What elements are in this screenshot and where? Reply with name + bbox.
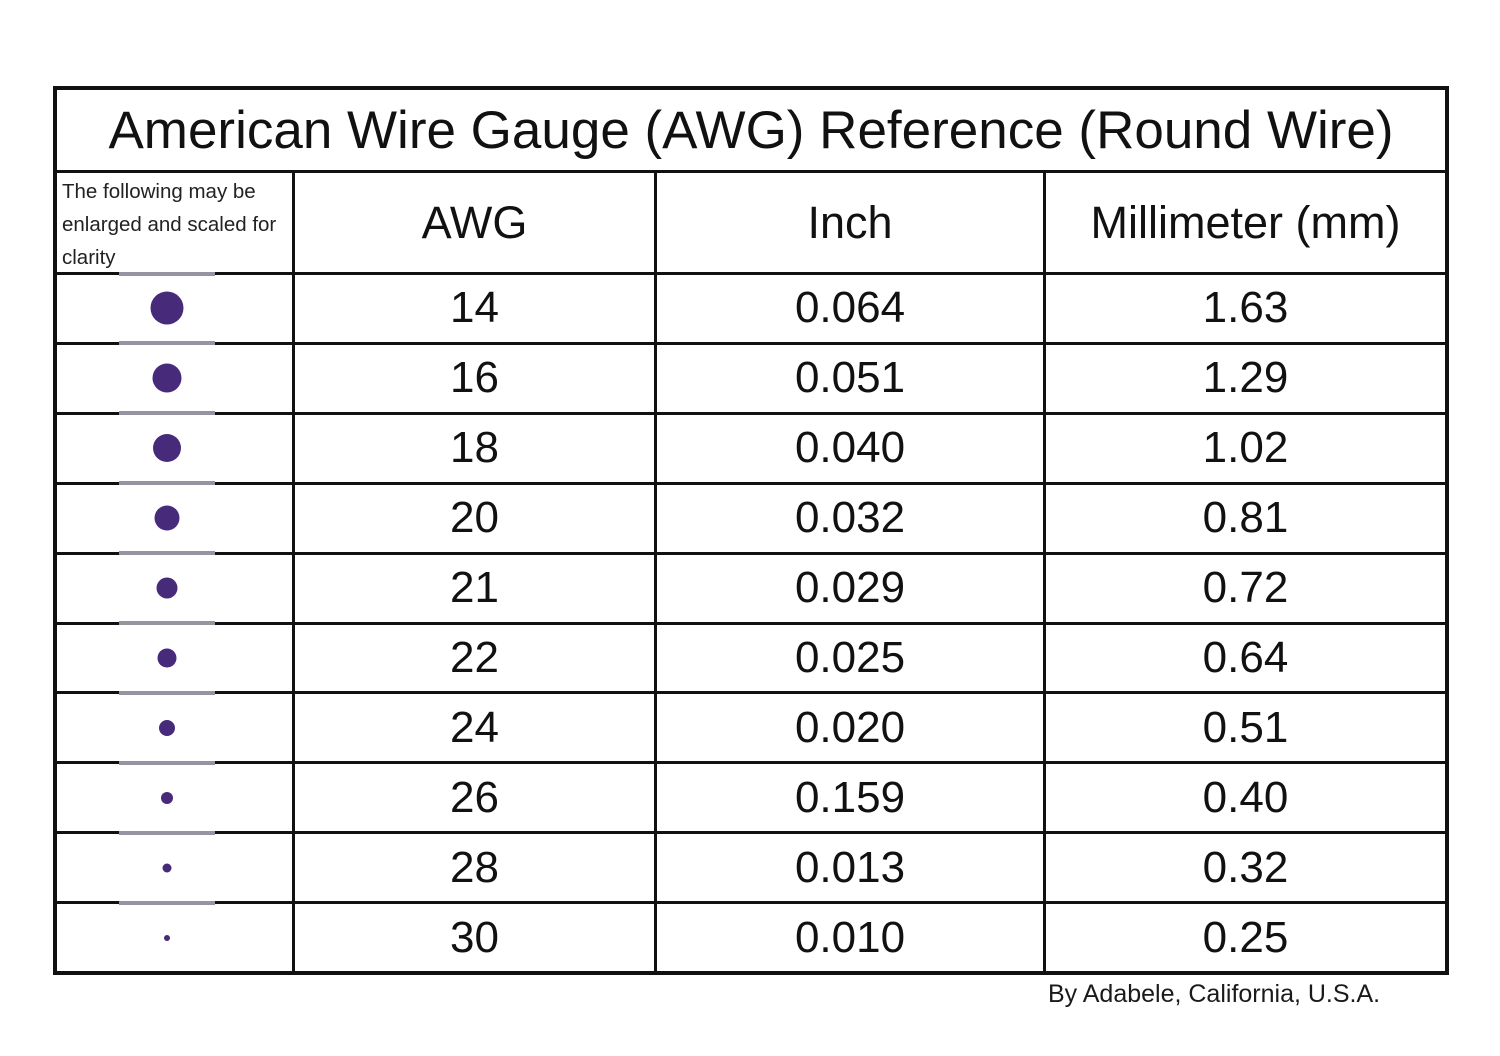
header-mm-cell: Millimeter (mm): [1046, 173, 1445, 272]
wire-dot-cell: [57, 621, 295, 692]
table-row: 22 0.025 0.64: [57, 621, 1445, 695]
inch-value-cell: 0.025: [657, 624, 1046, 692]
enlargement-note: The following may be enlarged and scaled…: [62, 180, 277, 269]
inch-value-cell: 0.013: [657, 834, 1046, 902]
wire-dot-cell: [57, 341, 295, 412]
mm-value-cell: 0.40: [1202, 772, 1289, 822]
wire-dot-cell: [57, 481, 295, 552]
gray-separator-line: [119, 900, 215, 905]
awg-value-cell: 14: [295, 275, 657, 342]
table-row: 30 0.010 0.25: [57, 900, 1445, 972]
wire-size-dot: [162, 863, 172, 873]
wire-size-dot: [154, 505, 180, 531]
wire-size-dot: [152, 363, 182, 393]
inch-value-cell: 0.029: [657, 554, 1046, 622]
mm-value-cell: 1.29: [1202, 353, 1289, 403]
column-header-awg: AWG: [421, 196, 528, 248]
header-awg-cell: AWG: [295, 173, 657, 272]
table-title-row: American Wire Gauge (AWG) Reference (Rou…: [57, 90, 1445, 173]
wire-dot-cell: [57, 690, 295, 762]
mm-value-cell: 0.32: [1202, 842, 1289, 892]
table-body: 14 0.064 1.63 16 0.051 1.29 18 0.040 1.02 20 0.032…: [57, 271, 1445, 972]
gray-separator-line: [119, 341, 215, 346]
column-header-inch: Inch: [807, 196, 893, 248]
awg-value-cell: 24: [295, 694, 657, 762]
table-row: 28 0.013 0.32: [57, 830, 1445, 905]
gray-separator-line: [119, 690, 215, 695]
inch-value-cell: 0.010: [657, 904, 1046, 972]
table-row: 14 0.064 1.63: [57, 271, 1445, 345]
header-note-cell: The following may be enlarged and scaled…: [57, 173, 295, 272]
inch-value-cell: 0.040: [657, 414, 1046, 482]
wire-dot-cell: [57, 760, 295, 832]
mm-value-cell: 1.02: [1202, 423, 1289, 473]
awg-value-cell: 18: [295, 414, 657, 482]
table-row: 24 0.020 0.51: [57, 690, 1445, 765]
mm-value-cell: 1.63: [1202, 283, 1289, 333]
table-row: 18 0.040 1.02: [57, 411, 1445, 485]
column-header-mm: Millimeter (mm): [1090, 196, 1401, 248]
table-row: 16 0.051 1.29: [57, 341, 1445, 415]
wire-dot-cell: [57, 411, 295, 482]
inch-value-cell: 0.159: [657, 764, 1046, 832]
mm-value-cell: 0.64: [1202, 632, 1289, 682]
table-row: 26 0.159 0.40: [57, 760, 1445, 835]
mm-value-cell: 0.81: [1202, 493, 1289, 543]
wire-dot-cell: [57, 900, 295, 972]
page-title: American Wire Gauge (AWG) Reference (Rou…: [108, 100, 1394, 160]
awg-reference-table: American Wire Gauge (AWG) Reference (Rou…: [53, 86, 1449, 975]
mm-value-cell: 0.25: [1202, 912, 1289, 962]
wire-dot-cell: [57, 271, 295, 342]
awg-value-cell: 16: [295, 344, 657, 412]
inch-value-cell: 0.020: [657, 694, 1046, 762]
gray-separator-line: [119, 621, 215, 626]
wire-size-dot: [164, 934, 170, 941]
mm-value-cell: 0.72: [1202, 563, 1289, 613]
wire-size-dot: [161, 791, 173, 804]
wire-size-dot: [150, 291, 184, 325]
table-row: 21 0.029 0.72: [57, 551, 1445, 625]
gray-separator-line: [119, 551, 215, 556]
gray-separator-line: [119, 481, 215, 486]
inch-value-cell: 0.032: [657, 484, 1046, 552]
inch-value-cell: 0.064: [657, 275, 1046, 342]
table-row: 20 0.032 0.81: [57, 481, 1445, 555]
wire-size-dot: [159, 719, 175, 736]
wire-dot-cell: [57, 551, 295, 622]
wire-size-dot: [157, 648, 177, 668]
header-inch-cell: Inch: [657, 173, 1046, 272]
gray-separator-line: [119, 411, 215, 416]
awg-value-cell: 30: [295, 904, 657, 972]
mm-value-cell: 0.51: [1202, 702, 1289, 752]
awg-value-cell: 28: [295, 834, 657, 902]
awg-value-cell: 20: [295, 484, 657, 552]
wire-dot-cell: [57, 830, 295, 902]
wire-size-dot: [156, 577, 178, 599]
gray-separator-line: [119, 830, 215, 835]
inch-value-cell: 0.051: [657, 344, 1046, 412]
wire-size-dot: [153, 434, 181, 463]
awg-value-cell: 21: [295, 554, 657, 622]
attribution-text: By Adabele, California, U.S.A.: [1048, 980, 1381, 1008]
awg-value-cell: 26: [295, 764, 657, 832]
gray-separator-line: [119, 760, 215, 765]
table-header-row: The following may be enlarged and scaled…: [57, 173, 1445, 275]
awg-value-cell: 22: [295, 624, 657, 692]
gray-separator-line: [119, 271, 215, 276]
